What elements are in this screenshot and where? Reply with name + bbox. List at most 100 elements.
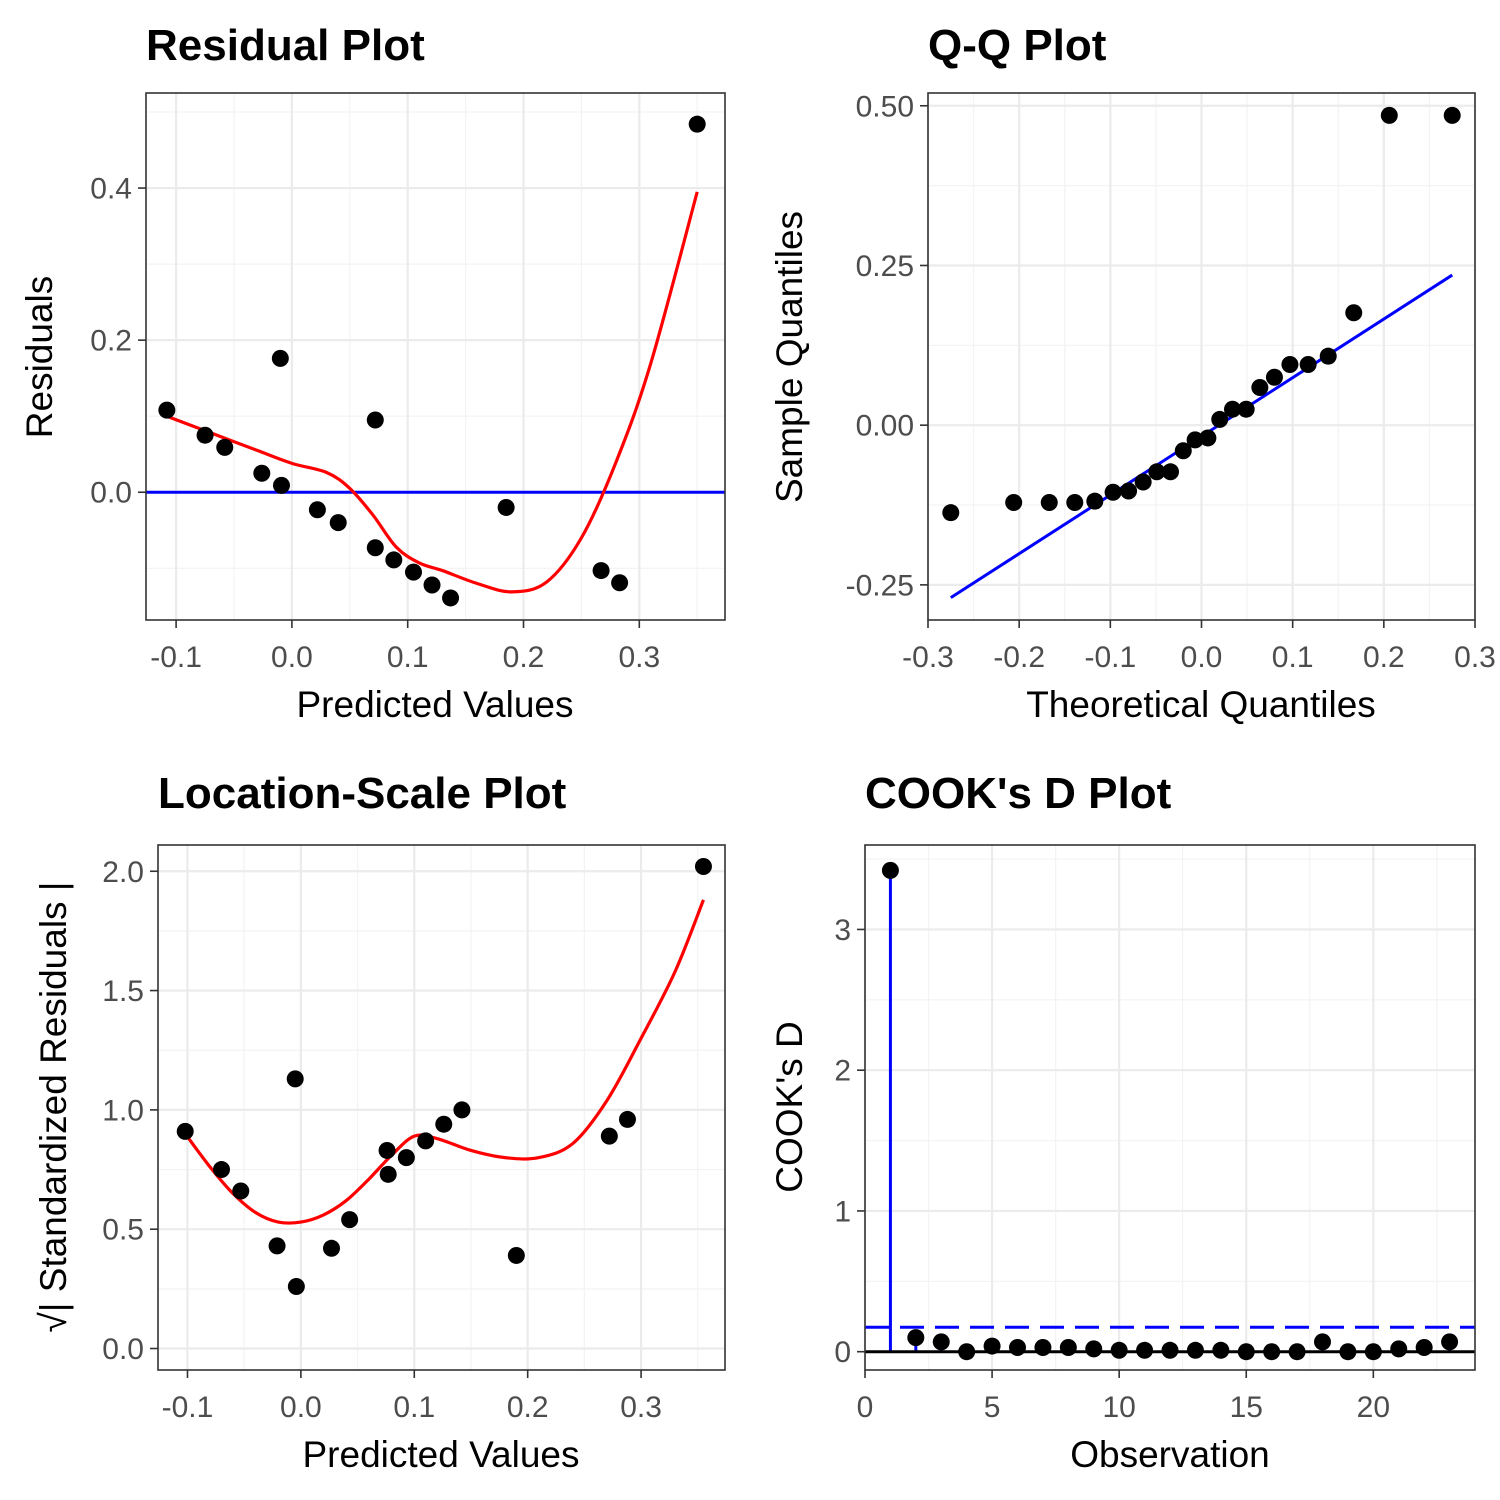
residual-plot-x-label: Predicted Values [297,684,574,725]
data-point [417,1132,435,1150]
data-point [1136,1341,1154,1359]
location-scale-plot-title: Location-Scale Plot [158,769,567,818]
x-tick-label: -0.1 [1084,641,1136,674]
data-point [958,1343,976,1361]
data-point [1104,483,1122,501]
location-scale-plot-x-label: Predicted Values [303,1434,580,1475]
cooks-d-plot-grid [863,845,1475,1370]
data-point [1086,492,1104,510]
x-tick-label: 0.0 [271,641,313,674]
data-point [1390,1340,1408,1358]
data-point [1415,1338,1433,1356]
cooks-d-plot-stems [888,870,1452,1352]
y-tick-label: 0.25 [856,250,914,283]
data-point [196,426,214,444]
data-point [1199,429,1217,447]
data-point [435,1115,453,1133]
y-tick-label: 0.50 [856,90,914,123]
x-tick-label: 10 [1102,1391,1135,1424]
location-scale-plot-grid [158,845,725,1370]
residual-plot-y-ticks: 0.0 0.2 0.4 [90,173,146,510]
data-point [268,1237,286,1255]
data-point [341,1211,359,1229]
qq-plot-points [942,106,1461,522]
data-point [216,438,234,456]
data-point [1040,493,1058,511]
residual-plot-grid [146,93,725,620]
data-point [688,115,706,133]
qq-plot-x-ticks: -0.3 -0.2 -0.1 0.0 0.1 0.2 0.3 [902,620,1496,674]
data-point [1212,1341,1230,1359]
data-point [1148,463,1166,481]
x-tick-label: -0.1 [162,1391,214,1424]
data-point [253,464,271,482]
data-point [1380,106,1398,124]
data-point [158,401,176,419]
y-tick-label: 2 [834,1055,851,1088]
data-point [881,861,899,879]
data-point [932,1333,950,1351]
data-point [271,349,289,367]
data-point [286,1070,304,1088]
data-point [1288,1343,1306,1361]
data-point [1186,1341,1204,1359]
y-tick-label: 0.0 [102,1333,144,1366]
location-scale-plot-points [176,857,712,1295]
qq-plot-y-label: Sample Quantiles [769,211,810,503]
y-tick-label: 0.4 [90,173,132,206]
data-point [507,1246,525,1264]
y-tick-label: -0.25 [846,569,914,602]
data-point [232,1182,250,1200]
data-point [497,498,515,516]
data-point [379,1165,397,1183]
data-point [1034,1338,1052,1356]
y-tick-label: 0.2 [90,325,132,358]
data-point [694,857,712,875]
location-scale-plot-smooth-line [183,899,705,1225]
qq-plot-x-label: Theoretical Quantiles [1026,684,1376,725]
data-point [1441,1333,1459,1351]
data-point [1120,482,1138,500]
x-tick-label: 0.2 [507,1391,549,1424]
x-tick-label: 0.1 [1272,641,1314,674]
x-tick-label: 0.3 [618,641,660,674]
data-point [404,563,422,581]
data-point [611,574,629,592]
y-tick-label: 1 [834,1195,851,1228]
data-point [1443,106,1461,124]
location-scale-plot-y-ticks: 0.0 0.5 1.0 1.5 2.0 [102,856,158,1366]
data-point [983,1337,1001,1355]
data-point [1085,1340,1103,1358]
cooks-d-plot-frame [864,844,1476,1371]
qq-plot-panel: Q-Q Plot -0.3 -0.2 -0.1 0.0 0.1 0.2 0.3 -0.25 0… [769,21,1496,725]
data-point [1281,355,1299,373]
y-tick-label: 3 [834,914,851,947]
y-tick-label: 1.0 [102,1094,144,1127]
data-point [423,576,441,594]
y-tick-label: 0.0 [90,477,132,510]
data-point [329,514,347,532]
x-tick-label: 5 [984,1391,1001,1424]
qq-plot-grid [926,93,1477,620]
data-point [1237,1343,1255,1361]
y-tick-label: 1.5 [102,975,144,1008]
residual-plot-x-ticks: -0.1 0.0 0.1 0.2 0.3 [150,620,660,674]
data-point [1314,1333,1331,1351]
data-point [272,476,290,494]
data-point [600,1127,618,1145]
x-tick-label: -0.2 [993,641,1045,674]
data-point [378,1141,396,1159]
cooks-d-plot-y-label: COOK's D [769,1021,810,1193]
data-point [1211,410,1229,428]
data-point [1162,463,1180,481]
y-tick-label: 0 [834,1336,851,1369]
residual-plot-points [158,115,706,607]
data-point [1059,1338,1077,1356]
data-point [287,1277,305,1295]
residual-plot-title: Residual Plot [146,21,425,70]
data-point [1345,304,1363,322]
data-point [592,562,610,580]
qq-plot-title: Q-Q Plot [928,21,1107,70]
data-point [366,411,384,429]
x-tick-label: 20 [1357,1391,1390,1424]
